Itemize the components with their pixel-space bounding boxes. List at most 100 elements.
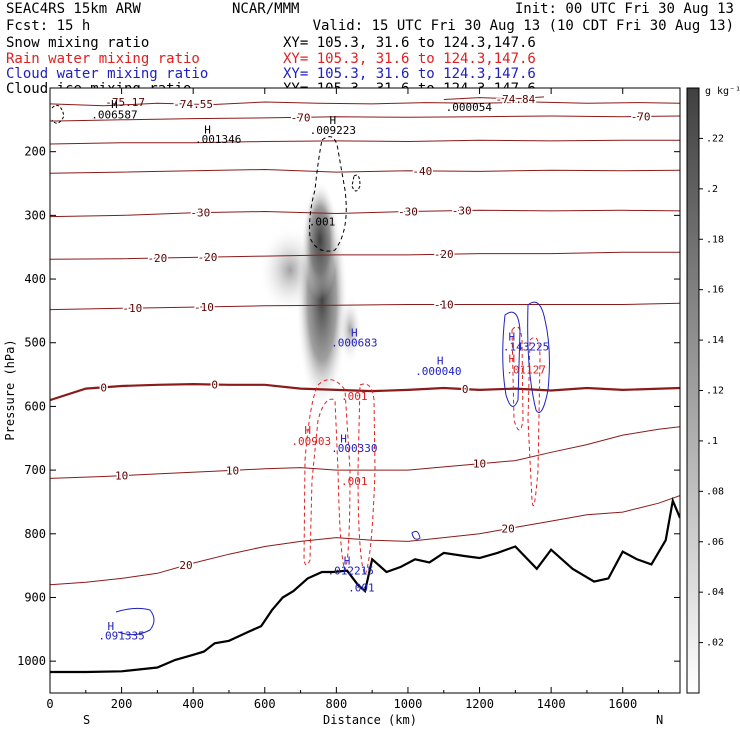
field-annotation: .012215 [328, 565, 374, 578]
field-annotation: -75.17 [105, 96, 145, 109]
x-end-left: S [83, 713, 90, 727]
temperature-contour [50, 382, 680, 402]
cloud-water-contour [502, 311, 521, 407]
snow-shading [258, 180, 362, 410]
contour-label: -30 [190, 207, 210, 220]
field-annotation: .01127 [506, 363, 546, 376]
temperature-contour [50, 139, 680, 145]
field-annotation: .009223 [310, 124, 356, 137]
field-annotation: H [437, 355, 444, 368]
contour-label: 10 [115, 470, 128, 483]
temperature-contour [50, 495, 680, 586]
temperature-contour [50, 168, 680, 174]
x-end-right: N [656, 713, 663, 727]
colorbar-tick-label: .16 [706, 285, 724, 296]
field-annotation: .001 [341, 390, 368, 403]
colorbar-tick-label: .12 [706, 386, 724, 397]
field-annotation: H [204, 123, 211, 136]
colorbar-tick-label: .18 [706, 234, 724, 245]
contour-label: -74.55 [173, 98, 213, 111]
contour-label: -10 [122, 302, 142, 315]
forecast-hour: Fcst: 15 h [6, 18, 90, 34]
x-tick-label: 200 [111, 697, 133, 711]
x-tick-label: 800 [326, 697, 348, 711]
temperature-contour [50, 115, 680, 122]
colorbar-tick-label: .08 [706, 486, 724, 497]
legend-rain-label: Rain water mixing ratio [6, 51, 200, 67]
field-annotation: H [351, 327, 358, 340]
x-tick-label: 400 [182, 697, 204, 711]
temperature-contour [50, 426, 680, 479]
contour-label: -70 [291, 111, 311, 124]
cloud-ice-contour [309, 136, 347, 252]
field-annotation: H [508, 353, 515, 366]
microphysics-contours [51, 104, 550, 636]
field-annotation: .143225 [503, 341, 549, 354]
field-annotation: .001 [341, 475, 368, 488]
cloud-ice-contour [51, 104, 65, 124]
contour-label: -20 [147, 252, 167, 265]
rain-contour [527, 337, 541, 507]
field-annotation: .000040 [415, 365, 461, 378]
valid-time: Valid: 15 UTC Fri 30 Aug 13 (10 CDT Fri … [313, 18, 734, 34]
contour-label: 10 [226, 464, 239, 477]
field-annotation: H [329, 114, 336, 127]
annotations: H.006587-75.17H.001346H.009223.001.00005… [91, 96, 549, 643]
contour-label: -30 [452, 205, 472, 218]
y-tick-label: 900 [24, 590, 46, 604]
y-tick-label: 1000 [17, 654, 46, 668]
cloud-water-contour [411, 530, 421, 540]
field-annotation: H [340, 432, 347, 445]
y-tick-label: 600 [24, 399, 46, 413]
field-annotation: .001 [309, 216, 336, 229]
colorbar-tick-label: .1 [706, 436, 718, 447]
contour-label: -20 [434, 248, 454, 261]
x-tick-label: 1400 [537, 697, 566, 711]
contour-label: -10 [194, 301, 214, 314]
rain-contour [511, 326, 524, 431]
x-tick-label: 1000 [394, 697, 423, 711]
x-axis-label: Distance (km) [323, 713, 417, 727]
contour-label: -30 [398, 206, 418, 219]
field-annotation: .000330 [331, 442, 377, 455]
axes: 0 200 400 600 800 1000 1200 1400 160020030040050… [17, 88, 680, 711]
field-annotation: H [111, 98, 118, 111]
y-tick-label: 500 [24, 336, 46, 350]
field-annotation: .000683 [331, 337, 377, 350]
field-annotation: .00903 [291, 435, 331, 448]
contour-label: -70 [631, 110, 651, 123]
legend-rain-xy: XY= 105.3, 31.6 to 124.3,147.6 [283, 51, 536, 67]
x-tick-label: 1200 [465, 697, 494, 711]
y-axis-label: Pressure (hPa) [3, 339, 17, 440]
field-annotation: H [304, 424, 311, 437]
colorbar-unit: g kg⁻¹ [705, 86, 740, 97]
field-annotation: .000054 [446, 101, 493, 114]
field-annotation: H [344, 555, 351, 568]
model-title: SEAC4RS 15km ARW [6, 1, 141, 17]
contour-label: -10 [434, 299, 454, 312]
field-annotation: .001 [348, 581, 375, 594]
contour-label: 20 [179, 559, 192, 572]
terrain-path [50, 496, 680, 674]
field-annotation: .006587 [91, 109, 137, 122]
legend-cloud-water-label: Cloud water mixing ratio [6, 66, 208, 82]
colorbar-tick-label: .14 [706, 335, 724, 346]
y-tick-label: 200 [24, 145, 46, 159]
contour-label: 0 [211, 379, 218, 392]
plot-frame [49, 87, 681, 694]
x-tick-label: 1600 [608, 697, 637, 711]
contour-label: 10 [473, 458, 486, 471]
x-tick-label: 0 [46, 697, 53, 711]
contour-label: -40 [412, 165, 432, 178]
terrain-line [50, 496, 680, 674]
temperature-contour [50, 251, 680, 260]
temperature-contour [50, 209, 680, 218]
colorbar-tick-label: .2 [706, 184, 718, 195]
x-tick-label: 600 [254, 697, 276, 711]
colorbar-tick-label: .22 [706, 133, 724, 144]
y-tick-label: 300 [24, 208, 46, 222]
legend-snow-label: Snow mixing ratio [6, 35, 149, 51]
field-annotation: H [508, 330, 515, 343]
contour-label: -20 [198, 251, 218, 264]
